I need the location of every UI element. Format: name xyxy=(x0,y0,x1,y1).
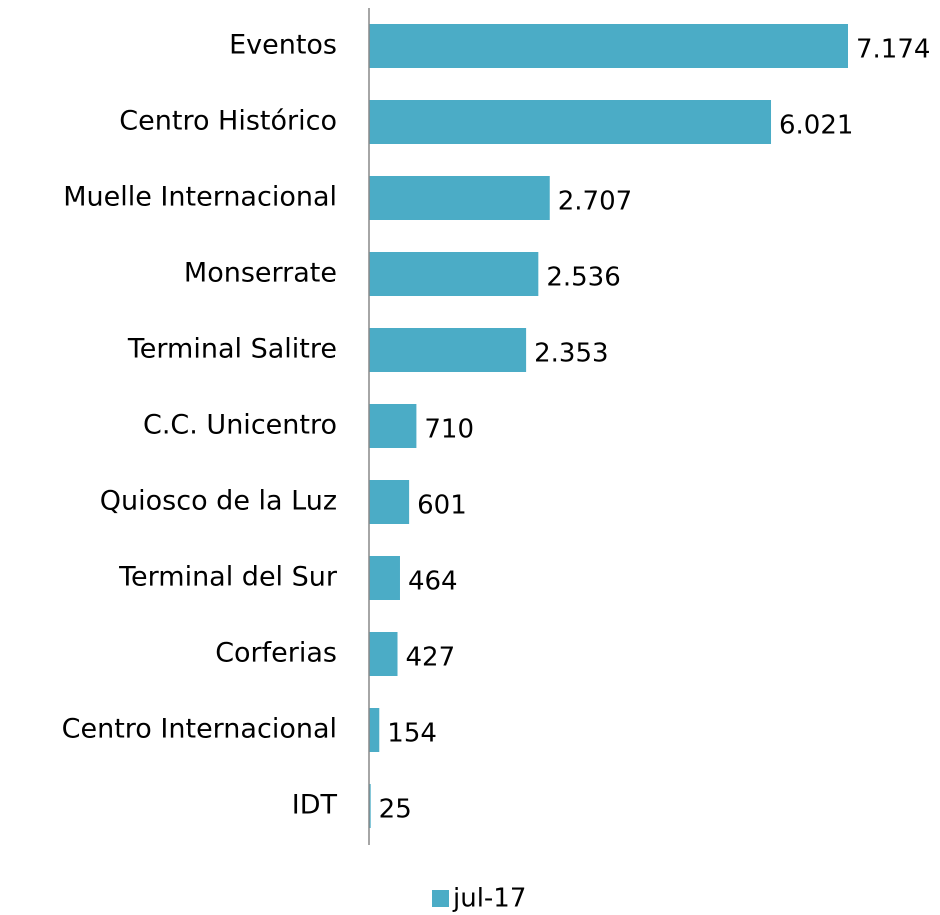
value-label: 2.353 xyxy=(534,339,608,369)
category-label: Terminal del Sur xyxy=(118,562,338,593)
value-label: 25 xyxy=(379,795,412,825)
category-label: Corferias xyxy=(215,638,337,669)
category-label: Monserrate xyxy=(184,258,337,289)
value-label: 2.707 xyxy=(558,187,632,217)
value-label: 7.174 xyxy=(856,35,930,65)
value-label: 427 xyxy=(406,643,456,673)
value-label: 2.536 xyxy=(546,263,620,293)
bar xyxy=(369,252,539,296)
category-label: Eventos xyxy=(229,30,337,61)
category-label: Muelle Internacional xyxy=(63,182,337,213)
bar xyxy=(369,100,772,144)
category-label: Quiosco de la Luz xyxy=(100,486,337,517)
bar xyxy=(369,708,380,752)
bar xyxy=(369,556,400,600)
bar xyxy=(369,328,527,372)
category-label: Centro Internacional xyxy=(62,714,337,745)
category-label: IDT xyxy=(292,790,338,821)
value-label: 710 xyxy=(424,415,474,445)
value-label: 154 xyxy=(387,719,437,749)
bar xyxy=(369,176,550,220)
category-label: Centro Histórico xyxy=(119,106,337,137)
value-label: 464 xyxy=(408,567,458,597)
bar xyxy=(369,480,410,524)
bar xyxy=(369,404,417,448)
bar xyxy=(369,784,371,828)
legend-swatch xyxy=(432,890,449,907)
value-label: 601 xyxy=(417,491,467,521)
bar xyxy=(369,632,398,676)
legend-label: jul-17 xyxy=(452,884,526,914)
value-label: 6.021 xyxy=(779,111,853,141)
category-label: Terminal Salitre xyxy=(127,334,337,365)
category-label: C.C. Unicentro xyxy=(143,410,337,441)
bar xyxy=(369,24,848,68)
